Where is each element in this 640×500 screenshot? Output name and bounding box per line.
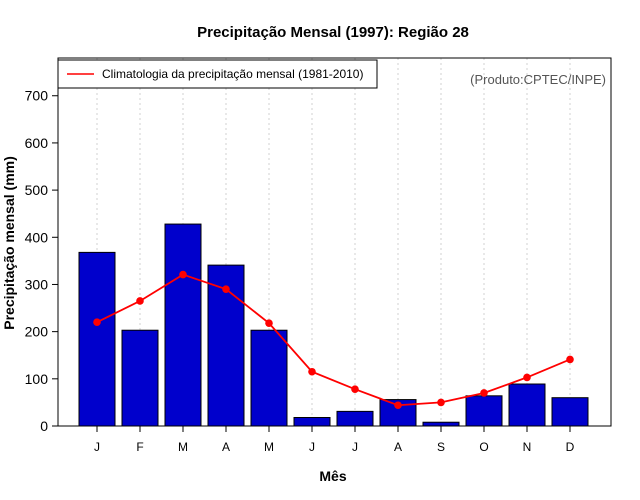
y-axis: 0 100 200 300 400 500 600 700 — [25, 88, 58, 434]
bar-6 — [336, 410, 374, 427]
x-tick-label: A — [394, 440, 402, 454]
climatology-point-9 — [480, 389, 488, 397]
y-tick-label: 100 — [25, 371, 49, 387]
bar-5 — [293, 417, 331, 427]
y-tick-label: 0 — [40, 418, 48, 434]
bar-8 — [422, 421, 460, 427]
y-tick-label: 500 — [25, 182, 49, 198]
climatology-point-8 — [437, 398, 445, 407]
climatology-point-6 — [351, 385, 359, 394]
legend-box — [57, 59, 378, 89]
y-tick-label: 300 — [25, 276, 49, 292]
climatology-point-5 — [308, 367, 316, 376]
bar-0 — [78, 251, 116, 427]
bar-series — [78, 223, 589, 427]
bar-1 — [121, 329, 159, 427]
y-tick-label: 700 — [25, 88, 49, 104]
x-tick-label: J — [352, 440, 358, 454]
x-tick-label: S — [437, 440, 445, 454]
climatology-series — [93, 270, 574, 410]
climatology-point-0 — [93, 318, 101, 327]
plot-frame — [57, 57, 612, 427]
bar-2 — [164, 223, 202, 427]
bar-10 — [508, 383, 546, 427]
x-tick-label: J — [94, 440, 100, 454]
chart-title: Precipitação Mensal (1997): Região 28 — [197, 24, 469, 41]
x-tick-label: A — [222, 440, 230, 454]
credit-annotation: (Produto:CPTEC/INPE) — [470, 72, 606, 87]
climatology-point-2 — [179, 270, 187, 279]
climatology-point-4 — [265, 319, 273, 327]
bar-11 — [551, 397, 589, 427]
x-axis-label: Mês — [319, 468, 346, 484]
y-axis-label: Precipitação mensal (mm) — [1, 156, 17, 330]
x-tick-label: N — [523, 440, 532, 454]
legend-label: Climatologia da precipitação mensal (198… — [102, 67, 363, 81]
x-tick-label: D — [566, 440, 575, 454]
x-tick-label: F — [136, 440, 143, 454]
x-tick-label: J — [309, 440, 315, 454]
climatology-point-10 — [523, 373, 531, 382]
climatology-line — [96, 273, 571, 407]
climatology-point-3 — [222, 285, 230, 293]
climatology-point-7 — [394, 401, 402, 410]
x-tick-label: M — [264, 440, 274, 454]
y-tick-label: 200 — [25, 324, 49, 340]
x-tick-label: O — [479, 440, 488, 454]
y-tick-label: 600 — [25, 135, 49, 151]
legend: Climatologia da precipitação mensal (198… — [57, 59, 378, 89]
climatology-point-11 — [566, 355, 574, 364]
bar-9 — [465, 395, 503, 427]
y-tick-label: 400 — [25, 229, 49, 245]
bar-4 — [250, 329, 288, 427]
climatology-point-1 — [136, 297, 144, 305]
x-tick-label: M — [178, 440, 188, 454]
